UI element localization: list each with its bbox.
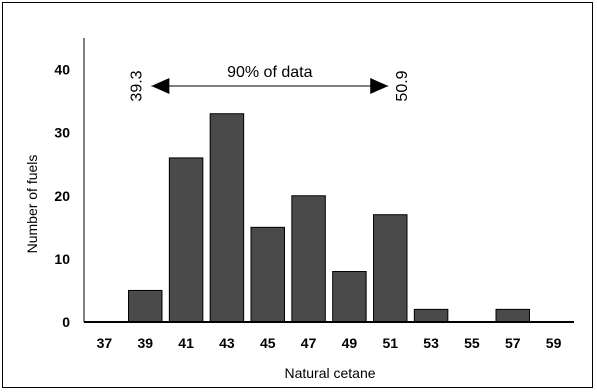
x-tick-label: 45 <box>260 335 276 351</box>
range-arrow-right <box>370 78 389 94</box>
y-ticks-group: 0 10 20 30 40 <box>54 62 70 330</box>
x-tick-label: 51 <box>382 335 398 351</box>
x-tick-label: 37 <box>97 335 113 351</box>
chart-frame <box>2 2 593 388</box>
range-arrow-left <box>151 78 170 94</box>
y-tick-label: 0 <box>62 314 70 330</box>
x-tick-label: 57 <box>505 335 521 351</box>
range-annotation: 90% of data 39.3 50.9 <box>128 64 411 102</box>
x-tick-label: 43 <box>219 335 235 351</box>
x-tick-label: 41 <box>178 335 194 351</box>
bar-47 <box>291 195 326 323</box>
y-tick-label: 20 <box>54 188 70 204</box>
x-ticks-group: 37 39 41 43 45 47 49 51 53 55 57 59 <box>97 335 562 351</box>
x-tick-label: 49 <box>342 335 358 351</box>
bar-53 <box>413 308 449 323</box>
y-tick-label: 10 <box>54 251 70 267</box>
x-tick-label: 55 <box>464 335 480 351</box>
x-tick-label: 53 <box>423 335 439 351</box>
x-axis-label: Natural cetane <box>284 365 375 381</box>
bar-57 <box>495 308 530 323</box>
range-right-label: 50.9 <box>394 70 411 101</box>
x-tick-label: 59 <box>546 335 562 351</box>
x-tick-label: 47 <box>301 335 317 351</box>
bar-41 <box>168 157 204 323</box>
bar-43 <box>209 113 245 323</box>
range-left-label: 39.3 <box>128 70 145 101</box>
y-tick-label: 30 <box>54 125 70 141</box>
y-axis-label: Number of fuels <box>24 155 40 254</box>
bar-49 <box>332 271 367 323</box>
y-tick-label: 40 <box>54 62 70 78</box>
bars-group <box>128 113 530 323</box>
range-annotation-text: 90% of data <box>227 64 313 81</box>
bar-51 <box>373 214 408 323</box>
bar-45 <box>250 226 285 323</box>
bar-39 <box>128 289 163 323</box>
x-tick-label: 39 <box>137 335 153 351</box>
